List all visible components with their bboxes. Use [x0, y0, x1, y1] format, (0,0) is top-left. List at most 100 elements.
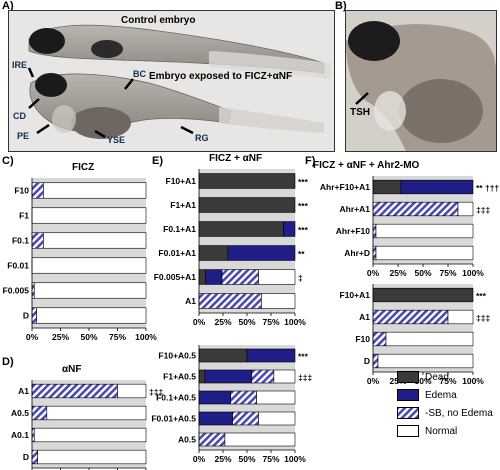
- category-label: F1: [19, 211, 29, 221]
- bar-segment-normal: [261, 293, 296, 309]
- x-tick-label: 75%: [439, 268, 456, 278]
- bar-segment-sb: [372, 353, 379, 369]
- category-label: F0.005+A1: [154, 272, 197, 282]
- bar-segment-normal: [37, 449, 147, 465]
- legend-item-normal: Normal: [397, 422, 493, 440]
- bar-segment-dead: [198, 245, 229, 261]
- bar-segment-normal: [258, 269, 296, 285]
- category-label: A0.1: [11, 430, 29, 440]
- bar-segment-dead: [198, 269, 207, 285]
- bar-segment-normal: [273, 369, 296, 384]
- legend-item-edema: Edema: [397, 386, 493, 404]
- embryo-photo-b: TSH: [345, 10, 497, 152]
- category-label: A1: [18, 386, 29, 396]
- bar-segment-normal: [224, 432, 296, 447]
- legend-label-edema: Edema: [425, 389, 457, 401]
- bar-segment-sb: [31, 449, 38, 465]
- annotation-tsh: TSH: [350, 107, 370, 118]
- x-tick-label: 0%: [193, 454, 206, 464]
- chart-e1: FICZ + αNF F10+A1 *** F1+A1 *** F0.1+A1 *** F0.…: [154, 153, 309, 327]
- bar-segment-edema: [198, 390, 231, 405]
- bar-segment-sb: [31, 182, 44, 199]
- control-embryo-label: Control embryo: [121, 15, 196, 26]
- panel-label-b: B): [335, 0, 347, 12]
- category-label: F1+A0.5: [163, 372, 196, 382]
- significance-label: **: [298, 249, 305, 259]
- bar-segment-sb: [31, 383, 118, 399]
- chart-title: FICZ + αNF + Ahr2-MO: [313, 160, 420, 171]
- category-label: A0.5: [11, 408, 29, 418]
- bar-segment-dead: [198, 173, 296, 189]
- chart-e2: F10+A0.5 ***F1+A0.5 ‡‡‡F0.1+A0.5F0.01+A0.5…: [151, 345, 312, 464]
- category-label: F10+A0.5: [158, 351, 196, 361]
- x-tick-label: 0%: [367, 376, 380, 386]
- category-label: F0.1+A0.5: [156, 393, 196, 403]
- x-tick-label: 0%: [367, 268, 380, 278]
- category-label: A1: [359, 312, 370, 322]
- bar-segment-normal: [117, 383, 147, 399]
- legend-swatch-sb: [397, 407, 419, 419]
- legend-label-sb: -SB, no Edema: [425, 407, 493, 419]
- bar-segment-sb: [372, 245, 377, 261]
- exposed-embryo-label: Embryo exposed to FICZ+αNF: [149, 71, 293, 82]
- x-tick-label: 50%: [414, 376, 431, 386]
- bar-segment-normal: [447, 309, 474, 325]
- category-label: A0.5: [178, 435, 196, 445]
- panel-label-e: E): [152, 155, 163, 167]
- annotation-yse: YSE: [107, 135, 126, 145]
- x-tick-label: 25%: [389, 268, 406, 278]
- category-label: F0.01+A1: [158, 248, 196, 258]
- category-label: Ahr+F10+A1: [320, 182, 370, 192]
- x-tick-label: 75%: [439, 376, 456, 386]
- bar-segment-normal: [31, 207, 147, 224]
- category-label: F10: [355, 334, 370, 344]
- significance-label: ***: [298, 177, 309, 187]
- bar-segment-normal: [377, 353, 474, 369]
- category-label: Ahr+A1: [340, 204, 371, 214]
- category-label: F10+A1: [166, 176, 197, 186]
- chart-c: FICZ F10 F1 F0.1 F0.01 F0.005 D 0% 25% 50% 75% 100%: [3, 162, 158, 342]
- panel-label-c: C): [2, 155, 14, 167]
- panel-label-a: A): [2, 0, 14, 12]
- annotation-pe: PE: [17, 131, 30, 141]
- bar-segment-dead: [198, 348, 248, 363]
- bar-segment-sb: [221, 269, 259, 285]
- bar-segment-normal: [385, 331, 474, 347]
- significance-label: ‡‡‡: [476, 313, 490, 323]
- legend-label-dead: Dead: [425, 371, 449, 383]
- x-tick-label: 100%: [284, 317, 306, 327]
- panel-label-f: F): [305, 155, 316, 167]
- bar-segment-sb: [372, 309, 449, 325]
- category-label: F0.1: [12, 236, 29, 246]
- bar-segment-sb: [372, 201, 459, 217]
- bar-segment-dead: [372, 287, 474, 303]
- bar-segment-sb: [251, 369, 275, 384]
- x-tick-label: 0%: [193, 317, 206, 327]
- category-label: F0.1+A1: [163, 224, 196, 234]
- x-tick-label: 0%: [26, 332, 39, 342]
- legend-item-sb: -SB, no Edema: [397, 404, 493, 422]
- bar-segment-normal: [256, 390, 296, 405]
- bar-segment-normal: [375, 223, 474, 239]
- x-tick-label: 50%: [238, 317, 255, 327]
- arrows-a: [27, 67, 194, 139]
- bar-segment-dead: [198, 221, 284, 237]
- x-tick-label: 100%: [462, 376, 484, 386]
- significance-label: ‡‡‡: [298, 373, 312, 383]
- plot-area: [199, 169, 295, 313]
- significance-label: ‡‡‡: [149, 387, 163, 397]
- bar-segment-dead: [198, 197, 296, 213]
- bar-segment-sb: [372, 223, 377, 239]
- x-tick-label: 25%: [52, 332, 69, 342]
- x-tick-label: 50%: [80, 332, 97, 342]
- legend: Dead Edema -SB, no Edema Normal: [397, 368, 493, 440]
- annotation-rg: RG: [195, 133, 209, 143]
- annotation-bc: BC: [133, 69, 146, 79]
- x-tick-label: 100%: [284, 454, 306, 464]
- bar-segment-normal: [31, 257, 147, 274]
- panel-label-d: D): [2, 356, 14, 368]
- x-tick-label: 50%: [414, 268, 431, 278]
- embryo-drawing-a: [28, 24, 331, 139]
- x-tick-label: 25%: [214, 454, 231, 464]
